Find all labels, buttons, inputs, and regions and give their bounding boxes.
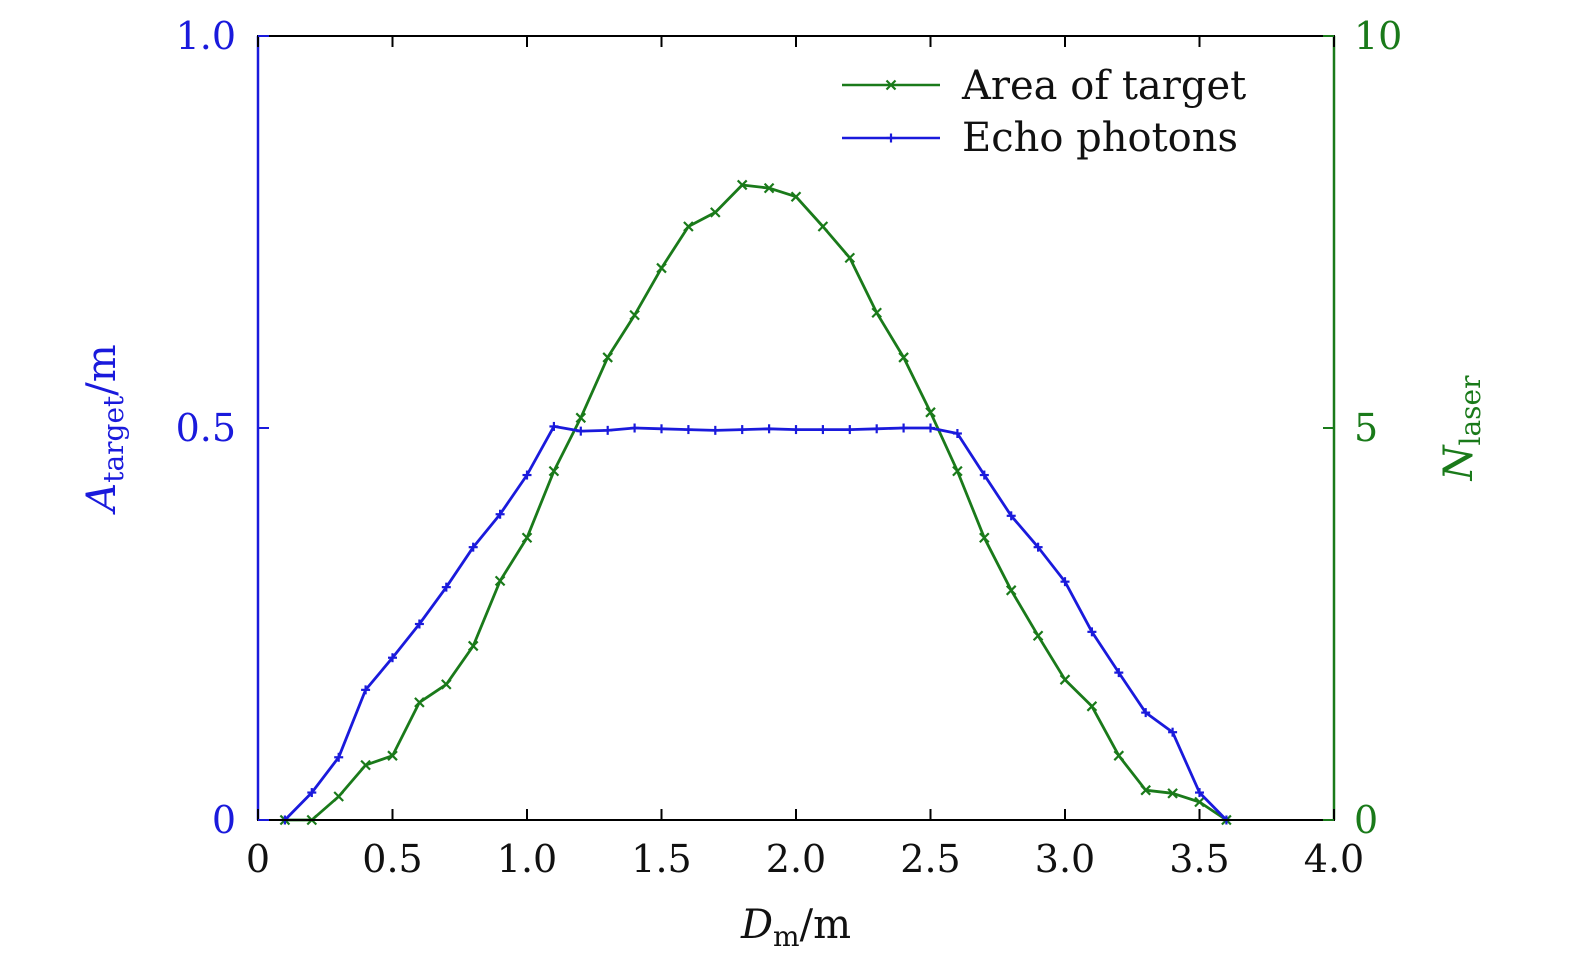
y-left-tick-label: 1.0 [176, 14, 236, 58]
data-point-area-of-target [844, 252, 856, 264]
x-tick-label: 3.5 [1169, 837, 1229, 881]
y-left-axis-title-sub: target [97, 395, 130, 483]
x-tick-label: 2.5 [900, 837, 960, 881]
data-point-area-of-target [871, 307, 882, 319]
data-point-area-of-target [925, 407, 936, 418]
data-point-area-of-target [817, 221, 829, 232]
y-right-axis-title: Nlaser [1436, 375, 1487, 482]
y-left-axis-title-unit: /m [79, 344, 125, 395]
y-right-tick-label: 5 [1354, 406, 1378, 450]
legend-entry-area-of-target: Area of target [842, 63, 1246, 109]
data-point-area-of-target [656, 262, 667, 274]
data-point-area-of-target [1140, 784, 1151, 796]
data-point-area-of-target [1086, 701, 1098, 712]
data-point-area-of-target [467, 640, 479, 652]
legend-label-area-of-target: Area of target [961, 63, 1246, 109]
data-point-area-of-target [763, 182, 775, 194]
legend-marker-glyph [885, 79, 897, 91]
x-axis-title-main: D [740, 902, 773, 948]
series-layer [279, 179, 1232, 826]
x-tick-label: 0 [246, 837, 270, 881]
series-line-area-of-target [284, 183, 1228, 822]
data-point-area-of-target [1167, 788, 1178, 799]
data-point-area-of-target [790, 191, 802, 202]
data-point-area-of-target [441, 679, 452, 690]
data-point-area-of-target [710, 207, 721, 218]
data-point-area-of-target [1032, 630, 1044, 642]
y-right-tick-label: 10 [1354, 14, 1402, 58]
data-point-area-of-target [898, 352, 909, 363]
data-point-area-of-target [1194, 796, 1205, 808]
series-line-echo-photons [283, 424, 1228, 821]
data-point-area-of-target [602, 352, 613, 363]
data-point-area-of-target [1005, 585, 1017, 596]
data-point-area-of-target [736, 179, 748, 191]
data-point-area-of-target [548, 465, 560, 477]
x-tick-label: 4.0 [1304, 837, 1364, 881]
x-tick-label: 0.5 [362, 837, 422, 881]
legend-entry-echo-photons: Echo photons [842, 115, 1238, 161]
legend-label-echo-photons: Echo photons [962, 115, 1238, 161]
y-right-axis-title-sub: laser [1454, 375, 1487, 446]
x-tick-label: 1.5 [631, 837, 691, 881]
legend-marker-area-of-target [885, 79, 897, 91]
data-point-area-of-target [979, 532, 990, 544]
data-point-area-of-target [1113, 750, 1125, 761]
data-point-area-of-target [575, 412, 587, 424]
data-point-area-of-target [360, 759, 371, 771]
x-axis-title: Dm/m [740, 902, 851, 953]
legend: Area of target Echo photons [842, 63, 1246, 161]
data-point-area-of-target [952, 465, 963, 477]
data-point-area-of-target [1059, 674, 1071, 685]
y-left-tick-label: 0.5 [176, 406, 236, 450]
series-markers-area-of-target [279, 179, 1232, 826]
y-left-axis-title-main: A [79, 483, 125, 516]
data-point-area-of-target [494, 575, 506, 587]
y-right-tick-label: 0 [1354, 798, 1378, 842]
x-tick-label: 2.0 [766, 837, 826, 881]
data-point-area-of-target [414, 697, 425, 708]
data-point-area-of-target [521, 532, 533, 544]
data-point-area-of-target [387, 750, 398, 761]
y-right-axis-title-main: N [1436, 443, 1482, 481]
data-point-area-of-target [333, 791, 344, 802]
data-point-area-of-target [629, 309, 640, 321]
x-axis-title-sub: m [773, 920, 800, 953]
legend-marker-echo-photons [886, 133, 896, 143]
x-tick-label: 3.0 [1035, 837, 1095, 881]
y-left-tick-label: 0 [212, 798, 236, 842]
y-left-axis-title: Atarget/m [79, 344, 130, 515]
data-point-area-of-target [683, 221, 694, 232]
x-tick-label: 1.0 [497, 837, 557, 881]
x-axis-title-unit: /m [800, 902, 851, 948]
